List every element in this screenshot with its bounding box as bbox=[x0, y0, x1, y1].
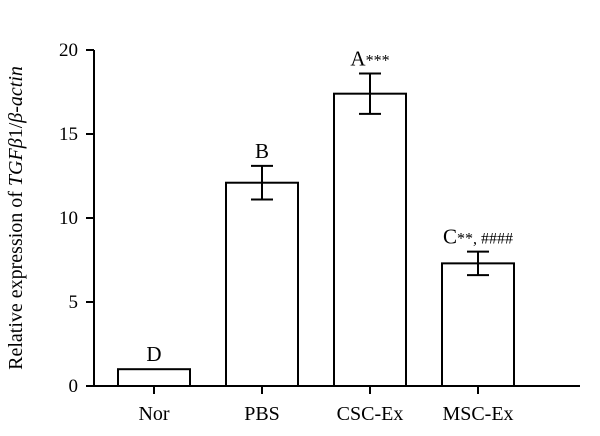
significance-label-2: A*** bbox=[350, 47, 389, 71]
error-bars bbox=[251, 72, 489, 277]
bar-pbs bbox=[225, 181, 299, 387]
x-axis bbox=[94, 385, 580, 394]
bar-nor bbox=[117, 368, 191, 388]
category-label-0: Nor bbox=[138, 403, 169, 425]
bar-csc-ex bbox=[333, 92, 407, 388]
bars bbox=[117, 92, 515, 388]
category-label-1: PBS bbox=[244, 403, 280, 425]
significance-labels: D B A*** C**, #### bbox=[146, 47, 513, 367]
y-tick-label-2: 10 bbox=[59, 208, 78, 229]
significance-letter-1: B bbox=[255, 139, 269, 163]
y-axis: 0 5 10 15 20 bbox=[59, 40, 95, 397]
bar-msc-ex bbox=[441, 262, 515, 387]
category-label-2: CSC-Ex bbox=[337, 403, 404, 425]
y-axis-label: Relative expression of TGFβ1/β-actin bbox=[5, 66, 27, 370]
y-tick-label-0: 0 bbox=[69, 376, 79, 397]
y-tick-label-4: 20 bbox=[59, 40, 78, 61]
significance-marks-3: **, #### bbox=[457, 231, 513, 248]
significance-label-1: B bbox=[255, 139, 269, 163]
significance-label-0: D bbox=[146, 342, 161, 366]
category-label-3: MSC-Ex bbox=[442, 403, 513, 425]
category-labels: Nor PBS CSC-Ex MSC-Ex bbox=[138, 403, 513, 425]
significance-letter-3: C bbox=[443, 225, 457, 249]
y-tick-label-1: 5 bbox=[69, 292, 79, 313]
significance-letter-2: A bbox=[350, 47, 366, 71]
significance-marks-2: *** bbox=[366, 53, 390, 70]
significance-letter-0: D bbox=[146, 342, 161, 366]
significance-label-3: C**, #### bbox=[443, 225, 513, 249]
y-tick-label-3: 15 bbox=[59, 124, 78, 145]
